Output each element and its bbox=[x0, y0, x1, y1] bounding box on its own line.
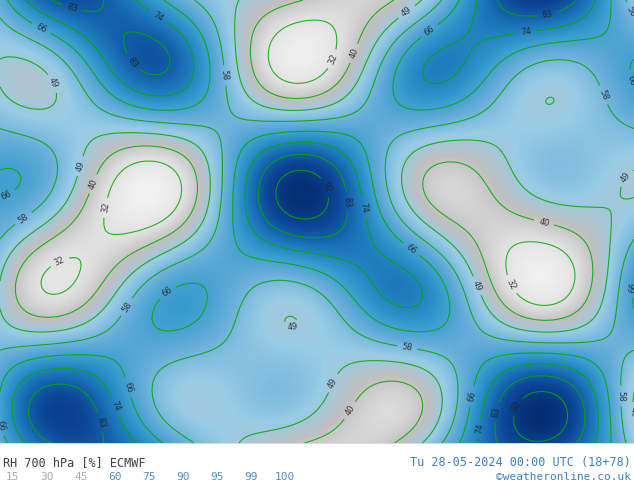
Text: 66: 66 bbox=[404, 243, 418, 256]
Text: 66: 66 bbox=[0, 189, 13, 201]
Text: 66: 66 bbox=[34, 22, 48, 35]
Text: 58: 58 bbox=[120, 300, 133, 314]
Text: 83: 83 bbox=[491, 406, 502, 418]
Text: 58: 58 bbox=[616, 391, 625, 401]
Text: 32: 32 bbox=[53, 255, 66, 268]
Text: 49: 49 bbox=[74, 160, 86, 172]
Text: 49: 49 bbox=[471, 279, 483, 293]
Text: 66: 66 bbox=[626, 74, 634, 87]
Text: 83: 83 bbox=[126, 55, 139, 69]
Text: 15: 15 bbox=[6, 471, 20, 482]
Text: ©weatheronline.co.uk: ©weatheronline.co.uk bbox=[496, 471, 631, 482]
Text: 32: 32 bbox=[505, 278, 517, 292]
Text: 32: 32 bbox=[327, 52, 339, 66]
Text: 74: 74 bbox=[474, 423, 484, 435]
Text: 90: 90 bbox=[176, 471, 190, 482]
Text: 40: 40 bbox=[87, 177, 99, 191]
Text: 92: 92 bbox=[320, 181, 333, 194]
Text: 74: 74 bbox=[359, 201, 370, 214]
Text: 66: 66 bbox=[422, 24, 436, 38]
Text: 58: 58 bbox=[220, 70, 230, 81]
Text: 99: 99 bbox=[245, 471, 258, 482]
Text: 49: 49 bbox=[628, 407, 634, 418]
Text: 66: 66 bbox=[160, 285, 174, 299]
Text: 95: 95 bbox=[210, 471, 224, 482]
Text: 58: 58 bbox=[597, 88, 610, 101]
Text: 49: 49 bbox=[47, 76, 60, 90]
Text: 83: 83 bbox=[541, 9, 553, 20]
Text: 45: 45 bbox=[74, 471, 87, 482]
Text: 40: 40 bbox=[538, 217, 550, 228]
Text: 74: 74 bbox=[109, 400, 122, 413]
Text: 58: 58 bbox=[16, 212, 30, 225]
Text: 40: 40 bbox=[348, 47, 360, 60]
Text: 58: 58 bbox=[401, 342, 413, 353]
Text: 49: 49 bbox=[287, 322, 298, 332]
Text: RH 700 hPa [%] ECMWF: RH 700 hPa [%] ECMWF bbox=[3, 457, 146, 469]
Text: Tu 28-05-2024 00:00 UTC (18+78): Tu 28-05-2024 00:00 UTC (18+78) bbox=[410, 457, 631, 469]
Text: 49: 49 bbox=[619, 171, 632, 184]
Text: 60: 60 bbox=[108, 471, 122, 482]
Text: 74: 74 bbox=[520, 27, 532, 37]
Text: 66: 66 bbox=[122, 381, 134, 393]
Text: 30: 30 bbox=[40, 471, 53, 482]
Text: 92: 92 bbox=[510, 400, 523, 413]
Text: 83: 83 bbox=[343, 196, 353, 207]
Text: 66: 66 bbox=[628, 282, 634, 294]
Text: 66: 66 bbox=[467, 390, 477, 402]
Text: 75: 75 bbox=[142, 471, 156, 482]
Text: 32: 32 bbox=[100, 201, 111, 214]
Text: 49: 49 bbox=[327, 376, 339, 390]
Text: 40: 40 bbox=[343, 404, 356, 417]
Text: 66: 66 bbox=[0, 419, 7, 432]
Text: 100: 100 bbox=[275, 471, 295, 482]
Text: 83: 83 bbox=[95, 416, 107, 429]
Text: 58: 58 bbox=[624, 5, 634, 19]
Text: 74: 74 bbox=[152, 10, 165, 23]
Text: 83: 83 bbox=[66, 2, 79, 14]
Text: 49: 49 bbox=[400, 5, 413, 19]
